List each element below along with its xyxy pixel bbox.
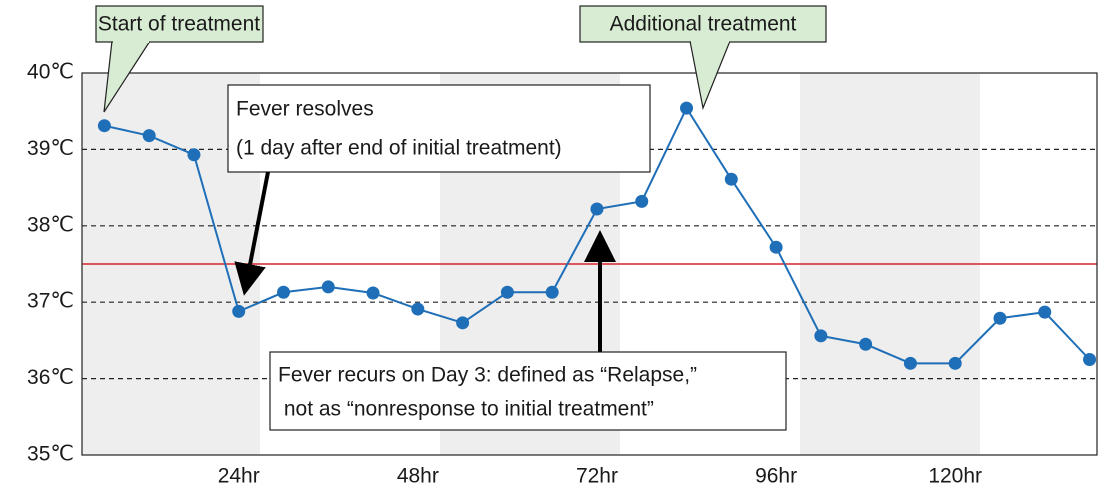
data-point [724,172,738,186]
y-tick-label: 36℃ [27,366,74,389]
data-point [903,356,917,370]
plot-frame [81,72,1098,456]
x-tick-label: 24hr [218,465,260,488]
data-point [321,280,335,294]
data-point [366,286,380,300]
data-point [590,202,604,216]
callout-start: Start of treatment [95,5,264,113]
annotation: (1 day after end of initial treatment) [236,137,562,160]
annotation: Additional treatment [610,13,797,36]
data-point [411,302,425,316]
data-point [814,329,828,343]
annotation: Fever resolves [236,98,374,121]
y-tick-label: 38℃ [27,213,74,236]
x-tick-label: 72hr [576,465,618,488]
data-point [545,285,559,299]
y-tick-label: 37℃ [27,290,74,313]
data-point [769,240,783,254]
arrow [234,171,270,296]
data-point [859,337,873,351]
annotation: Fever recurs on Day 3: defined as “Relap… [278,364,697,387]
y-tick-label: 35℃ [27,443,74,466]
data-point [500,285,514,299]
annotation: not as “nonresponse to initial treatment… [278,398,654,421]
x-tick-label: 48hr [397,465,439,488]
annotation: Start of treatment [98,13,260,36]
data-point [635,194,649,208]
y-tick-label: 39℃ [27,137,74,160]
data-point [232,304,246,318]
data-point [187,148,201,162]
data-point [1083,353,1097,366]
data-point [948,356,962,370]
x-tick-label: 120hr [928,465,982,488]
data-point [277,285,291,299]
data-point [97,119,111,133]
data-point [1038,305,1052,319]
data-point [456,316,470,330]
x-tick-label: 96hr [755,465,797,488]
callout-additional: Additional treatment [579,5,827,111]
callout-resolves: Fever resolves (1 day after end of initi… [227,84,651,296]
y-tick-label: 40℃ [27,61,74,84]
callout-recurs: Fever recurs on Day 3: defined as “Relap… [269,230,787,431]
data-point [142,129,156,143]
data-point [680,101,694,115]
data-point [993,311,1007,325]
